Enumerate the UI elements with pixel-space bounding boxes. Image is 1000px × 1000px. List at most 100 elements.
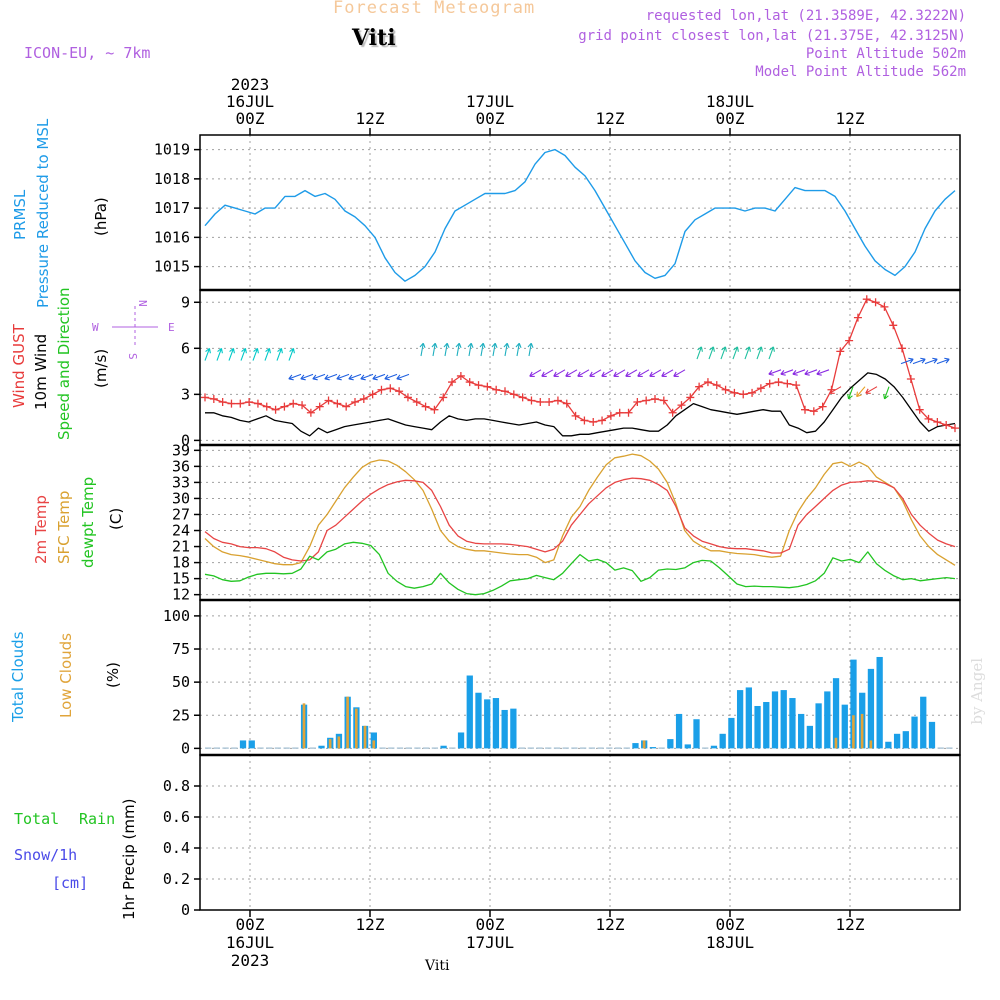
total-cloud-bar <box>527 747 534 749</box>
total-cloud-bar <box>815 703 822 749</box>
total-cloud-bar <box>876 656 883 749</box>
panel-frames <box>199 134 961 911</box>
wind-direction-arrow <box>324 373 338 381</box>
wind-gust-marker <box>933 417 942 426</box>
precip-rain-label: Rain <box>79 810 115 828</box>
wind-direction-arrow <box>228 347 235 361</box>
wind-gust-marker <box>465 378 474 387</box>
total-cloud-bar <box>789 698 796 749</box>
wind-direction-arrow <box>900 357 914 365</box>
wind-gust-marker <box>836 347 845 356</box>
total-cloud-bar <box>222 747 229 749</box>
wind-gust-marker <box>227 399 236 408</box>
bottom-time-label: 16JUL <box>226 933 274 952</box>
meteogram-title: Forecast Meteogram <box>333 0 536 18</box>
total-cloud-bar <box>946 747 953 749</box>
pressure-unit: (hPa) <box>92 197 110 236</box>
total-cloud-bar <box>667 739 674 749</box>
wind-direction-arrow <box>565 369 578 377</box>
wind-gust-marker <box>809 407 818 416</box>
wind-direction-arrow <box>264 347 271 361</box>
wind-direction-arrow <box>443 342 450 357</box>
precip-total-label: Total <box>14 810 59 828</box>
wind-gust-marker <box>642 396 651 405</box>
panel-frame <box>199 754 961 911</box>
total-cloud-bar <box>571 747 578 749</box>
wind-direction-arrow <box>240 347 247 361</box>
total-cloud-bar <box>710 745 718 749</box>
low-cloud-bar <box>869 740 873 749</box>
wind-gust-marker <box>951 424 959 433</box>
wind-gust-marker <box>580 416 589 425</box>
wind-gust-marker <box>501 387 509 396</box>
total-cloud-bar <box>396 747 404 749</box>
wind-compass-icon: N S W E <box>92 300 175 360</box>
total-cloud-bar <box>562 747 569 749</box>
total-cloud-bar <box>658 747 665 749</box>
bottom-time-label: 12Z <box>836 915 865 934</box>
wind-direction-arrow <box>577 369 590 377</box>
total-cloud-bar <box>841 704 848 749</box>
y-tick-label: 39 <box>172 441 190 459</box>
y-tick-label: 15 <box>172 570 190 588</box>
wind-gust-marker <box>845 336 854 345</box>
wind-direction-arrow <box>792 369 806 376</box>
total-cloud-bar <box>850 659 857 749</box>
total-cloud-bar <box>754 705 761 749</box>
wind-direction-arrow <box>708 346 715 360</box>
top-time-label: 00Z <box>476 109 505 128</box>
total-cloud-bar <box>536 747 543 749</box>
low-cloud-bar <box>642 740 646 749</box>
wind-gust-marker <box>871 298 880 307</box>
y-tick-label: 0.6 <box>163 808 190 826</box>
wind-gust-marker <box>474 381 483 390</box>
wind-direction-arrow <box>673 369 686 377</box>
top-time-label: 12Z <box>356 109 385 128</box>
low-cloud-bar <box>337 736 341 749</box>
pressure-label-reduced: Pressure Reduced to MSL <box>34 118 52 308</box>
total-cloud-bar <box>832 678 840 749</box>
total-cloud-bar <box>885 741 892 749</box>
y-tick-label: 3 <box>181 385 190 403</box>
bottom-time-label: 12Z <box>596 915 625 934</box>
panel-frame <box>199 444 961 601</box>
total-clouds-label: Total Clouds <box>9 631 27 723</box>
wind-direction-arrow <box>372 373 386 381</box>
wind-gust-marker <box>306 408 315 417</box>
y-tick-label: 0 <box>181 431 190 449</box>
total-cloud-bar <box>466 675 473 749</box>
wind-gust-marker <box>395 387 404 396</box>
total-cloud-bar <box>231 747 238 749</box>
total-cloud-bar <box>484 699 491 749</box>
tick-labels: 1015101610171018101903691215182124273033… <box>154 75 865 970</box>
wind-direction-arrow <box>527 342 534 357</box>
plot-layer <box>201 148 959 749</box>
y-tick-label: 0.8 <box>163 777 190 795</box>
temp-2m-line <box>204 477 956 562</box>
wind-gust-marker <box>889 321 898 330</box>
wind-gust-marker <box>421 402 430 411</box>
total-cloud-bar <box>379 747 386 749</box>
pressure-label-prmsl: PRMSL <box>11 189 29 240</box>
total-cloud-bar <box>780 690 787 749</box>
wind-direction-arrow <box>479 342 486 357</box>
total-cloud-bar <box>309 747 316 749</box>
dewpoint-label: dewpt Temp <box>79 477 97 568</box>
wind-gust-marker <box>765 379 774 388</box>
wind-gust-marker <box>430 405 439 414</box>
wind-gust-marker <box>880 302 889 311</box>
total-cloud-bar <box>239 740 247 749</box>
y-tick-label: 36 <box>172 457 190 475</box>
wind-gust-marker <box>333 399 342 408</box>
wind-gust-marker <box>518 393 527 402</box>
total-cloud-bar <box>614 747 622 749</box>
y-tick-label: 6 <box>181 339 190 357</box>
wind-direction-arrow <box>912 357 926 365</box>
low-cloud-bar <box>355 708 358 749</box>
total-cloud-bar <box>606 747 613 749</box>
total-cloud-bar <box>920 696 927 749</box>
requested-coordinates: requested lon,lat (21.3589E, 42.3222N) <box>645 8 966 24</box>
wind-gust-marker <box>739 390 748 399</box>
wind-gust-marker <box>898 344 907 353</box>
